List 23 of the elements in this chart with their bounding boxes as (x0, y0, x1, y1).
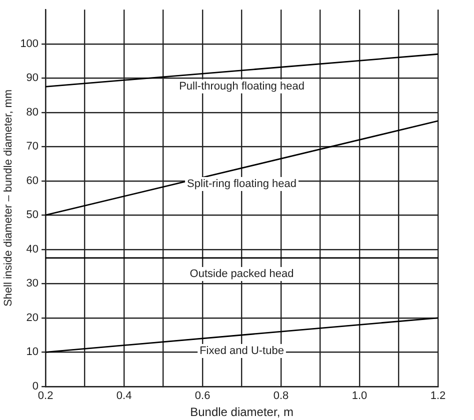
series-label: Fixed and U-tube (200, 345, 284, 358)
y-tick-label: 40 (26, 243, 39, 256)
y-tick-label: 0 (32, 380, 39, 392)
y-tick-label: 30 (26, 278, 39, 290)
series-label: Outside packed head (190, 268, 294, 280)
series-label: Pull-through floating head (179, 80, 304, 92)
x-tick-label: 1.2 (430, 390, 446, 402)
x-tick-label: 0.2 (38, 390, 54, 402)
y-tick-label: 60 (26, 174, 39, 187)
y-tick-label: 90 (26, 72, 39, 84)
y-tick-label: 80 (26, 106, 39, 118)
x-tick-label: 0.6 (194, 390, 210, 402)
x-axis-title: Bundle diameter, m (190, 405, 294, 420)
x-tick-label: 0.4 (116, 390, 132, 402)
y-tick-label: 70 (26, 140, 39, 153)
series-label: Split-ring floating head (187, 178, 297, 190)
x-tick-label: 1.0 (352, 390, 368, 402)
y-axis-title: Shell inside diameter – bundle diameter, mm (2, 89, 15, 307)
x-tick-label: 0.8 (273, 390, 289, 402)
y-tick-label: 20 (26, 312, 39, 324)
y-tick-label: 10 (26, 346, 39, 358)
y-tick-label: 50 (26, 209, 39, 222)
y-tick-label: 100 (20, 38, 39, 50)
